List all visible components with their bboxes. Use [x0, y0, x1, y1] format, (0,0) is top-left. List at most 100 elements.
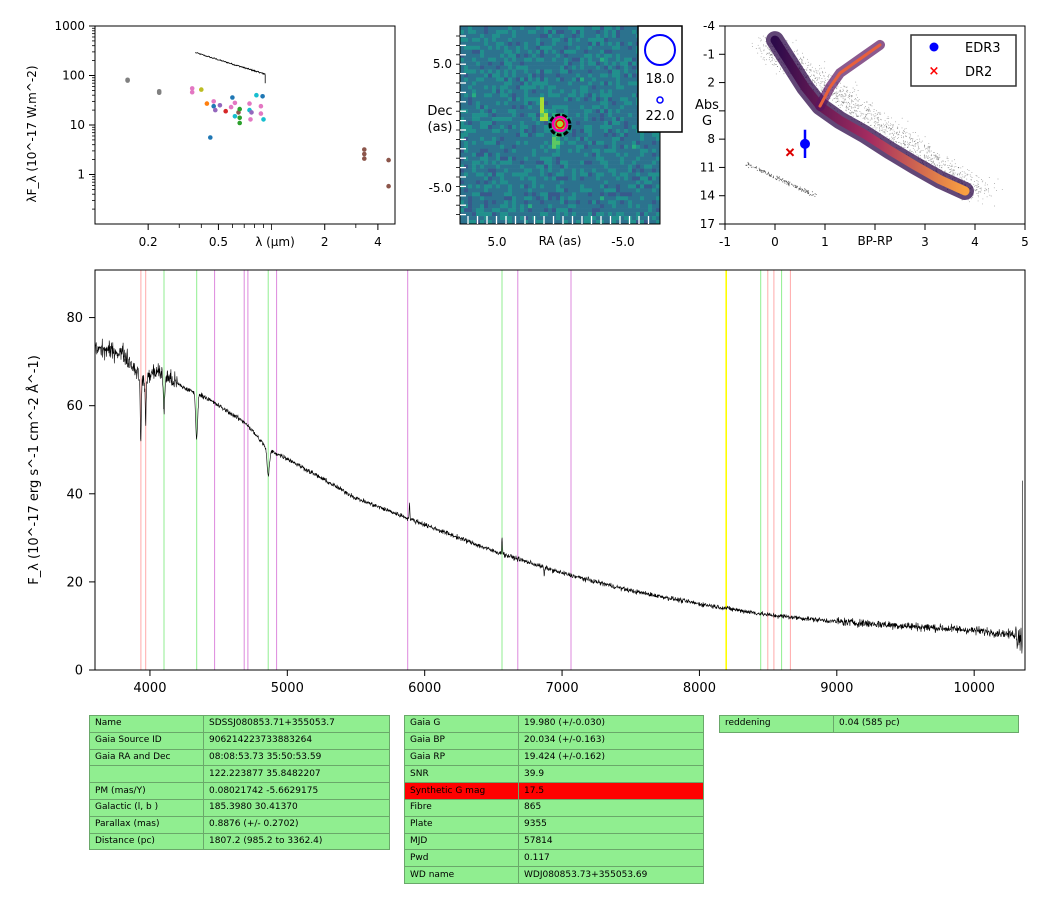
- image-pixel: [460, 29, 465, 35]
- image-pixel: [548, 172, 553, 177]
- image-pixel: [468, 144, 473, 150]
- image-pixel: [576, 192, 581, 197]
- hrd-wd-star: [804, 189, 806, 191]
- image-pixel: [596, 180, 601, 185]
- image-pixel: [500, 89, 505, 94]
- image-pixel: [588, 156, 593, 161]
- image-pixel: [560, 144, 565, 150]
- image-pixel: [464, 33, 469, 39]
- hrd-star: [970, 198, 972, 200]
- image-pixel: [616, 53, 621, 58]
- image-pixel: [532, 132, 537, 138]
- image-pixel: [488, 65, 493, 70]
- image-pixel: [608, 212, 613, 217]
- image-pixel: [520, 49, 525, 55]
- hrd-star: [822, 71, 824, 73]
- image-pixel: [464, 184, 469, 189]
- hrd-star: [929, 159, 931, 161]
- hrd-wd-star: [783, 180, 785, 182]
- hrd-wd-star: [759, 168, 761, 170]
- image-pixel: [560, 29, 565, 35]
- image-pixel: [584, 196, 589, 201]
- image-pixel: [516, 172, 521, 177]
- image-pixel: [612, 101, 617, 106]
- image-pixel: [596, 57, 601, 62]
- image-pixel: [648, 200, 653, 205]
- hrd-star: [849, 104, 851, 106]
- image-pixel: [496, 101, 501, 106]
- image-pixel: [552, 168, 557, 173]
- image-pixel: [488, 200, 493, 205]
- image-pixel: [500, 136, 505, 142]
- image-pixel: [588, 109, 593, 114]
- image-pixel: [608, 81, 613, 86]
- image-pixel: [628, 57, 633, 62]
- image-pixel: [492, 160, 497, 165]
- image-pixel: [580, 148, 585, 154]
- image-pixel: [640, 184, 645, 189]
- image-pixel: [596, 109, 601, 114]
- image-pixel: [496, 45, 501, 51]
- image-pixel: [496, 97, 501, 102]
- image-pixel: [496, 105, 501, 110]
- hrd-star: [882, 131, 884, 133]
- image-pixel: [584, 77, 589, 82]
- hrd-star: [987, 191, 989, 193]
- image-ticks: [456, 35, 650, 224]
- image-pixel: [532, 81, 537, 86]
- image-pixel: [516, 188, 521, 193]
- hrd-star: [862, 118, 864, 120]
- image-pixel: [604, 208, 609, 213]
- image-pixel: [620, 188, 625, 193]
- image-pixel: [504, 33, 509, 39]
- image-pixel: [512, 57, 517, 62]
- hrd-star: [909, 150, 911, 152]
- hrd-star: [924, 145, 925, 146]
- image-pixel: [504, 136, 509, 142]
- hrd-star: [912, 144, 913, 146]
- image-pixel: [616, 220, 621, 225]
- hrd-star: [918, 155, 920, 157]
- hrd-star: [835, 94, 837, 96]
- image-pixel: [516, 77, 521, 82]
- image-pixel: [528, 144, 533, 150]
- image-pixel: [520, 132, 525, 138]
- hrd-star: [926, 156, 928, 158]
- image-pixel: [552, 77, 557, 82]
- image-pixel: [612, 65, 617, 70]
- image-pixel: [600, 164, 605, 169]
- photometry-point: [125, 78, 130, 83]
- image-pixel: [508, 184, 513, 189]
- image-pixel: [516, 152, 521, 157]
- image-pixel: [512, 65, 517, 70]
- hrd-star: [842, 96, 844, 98]
- image-pixel: [504, 81, 509, 86]
- image-pixel: [500, 113, 505, 118]
- hrd-star: [973, 183, 975, 185]
- hrd-star: [902, 137, 904, 139]
- image-pixel: [524, 117, 529, 122]
- hrd-star: [927, 157, 929, 159]
- image-pixel: [560, 212, 565, 217]
- dr2-point: [785, 148, 795, 157]
- hrd-star: [959, 172, 961, 173]
- image-pixel: [592, 85, 597, 90]
- image-pixel: [572, 160, 577, 165]
- image-pixel: [520, 128, 525, 134]
- image-pixel: [576, 85, 581, 90]
- image-pixel: [544, 45, 549, 51]
- image-pixel: [540, 65, 545, 70]
- hrd-wd-star: [778, 176, 780, 178]
- image-pixel: [580, 156, 585, 161]
- image-pixel: [508, 109, 513, 114]
- hrd-wd-star: [768, 171, 769, 173]
- hrd-star: [933, 163, 935, 165]
- image-pixel: [612, 208, 617, 213]
- hrd-star: [864, 117, 865, 119]
- hrd-star: [879, 128, 881, 130]
- image-pixel: [544, 73, 549, 78]
- image-pixel: [468, 200, 473, 205]
- image-pixel: [484, 192, 489, 197]
- image-pixel: [592, 45, 597, 51]
- image-pixel: [484, 132, 489, 138]
